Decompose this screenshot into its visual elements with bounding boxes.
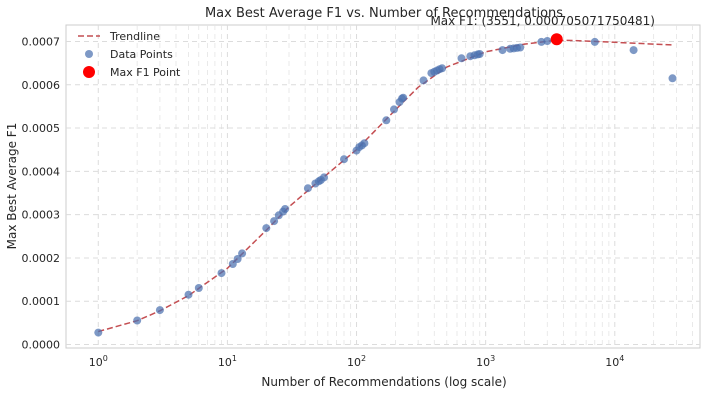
y-axis-ticks: 0.0000 0.0001 0.0002 0.0003 0.0004 0.0005 0.00…: [22, 35, 61, 351]
data-point: [516, 43, 525, 52]
y-axis-label: Max Best Average F1: [5, 123, 19, 250]
data-point: [184, 290, 193, 299]
y-tick-label: 0.0002: [22, 252, 61, 265]
data-point: [155, 306, 164, 315]
data-point: [303, 184, 312, 193]
chart-title: Max Best Average F1 vs. Number of Recomm…: [205, 6, 563, 21]
data-point: [419, 76, 428, 85]
x-tick-label: 102: [347, 354, 366, 369]
data-point: [498, 46, 507, 55]
data-point: [194, 284, 203, 292]
data-point: [340, 155, 348, 164]
y-tick-label: 0.0000: [22, 339, 61, 352]
data-point: [668, 74, 677, 83]
max-f1-annotation: Max F1: (3551, 0.000705071750481): [430, 14, 655, 28]
data-point: [94, 328, 103, 337]
data-point: [320, 173, 328, 182]
data-point: [382, 116, 391, 125]
data-point: [543, 37, 552, 45]
data-point: [133, 316, 142, 325]
data-point: [475, 50, 484, 58]
x-tick-label: 103: [476, 354, 495, 369]
grid-lines: [66, 25, 700, 348]
trendline: [98, 39, 673, 333]
data-point: [233, 255, 242, 263]
legend-label: Max F1 Point: [110, 66, 181, 79]
y-tick-label: 0.0001: [22, 295, 61, 308]
legend-data-points-swatch: [85, 50, 93, 58]
legend-label: Data Points: [110, 48, 173, 61]
data-point: [590, 37, 599, 46]
x-axis-label: Number of Recommendations (log scale): [261, 375, 506, 389]
x-tick-label: 101: [218, 354, 237, 369]
data-point: [629, 46, 638, 55]
data-point: [228, 260, 237, 268]
y-tick-label: 0.0005: [22, 122, 61, 135]
data-points-series: [94, 37, 677, 337]
data-point: [399, 93, 408, 102]
x-axis-ticks: 100 101 102 103 104: [89, 354, 625, 369]
y-tick-label: 0.0007: [22, 35, 61, 48]
plot-area: [65, 24, 701, 349]
y-tick-label: 0.0003: [22, 209, 61, 222]
legend: Trendline Data Points Max F1 Point: [78, 30, 181, 79]
y-tick-label: 0.0006: [22, 79, 61, 92]
data-point: [238, 249, 247, 258]
trendline-series: [98, 39, 673, 333]
x-tick-label: 104: [605, 354, 624, 369]
x-tick-label: 100: [89, 354, 108, 369]
data-point: [262, 224, 271, 233]
data-point: [217, 269, 226, 278]
max-f1-group: Max F1: (3551, 0.000705071750481): [430, 14, 655, 46]
data-point: [537, 37, 546, 46]
max-f1-point: [550, 33, 563, 46]
data-point: [457, 54, 466, 63]
legend-label: Trendline: [109, 30, 160, 43]
data-point: [360, 139, 369, 148]
data-point: [270, 217, 279, 226]
data-point: [438, 64, 447, 73]
y-tick-label: 0.0004: [22, 165, 61, 178]
legend-max-f1-swatch: [83, 66, 95, 78]
data-point: [390, 105, 398, 114]
data-point: [281, 205, 290, 213]
